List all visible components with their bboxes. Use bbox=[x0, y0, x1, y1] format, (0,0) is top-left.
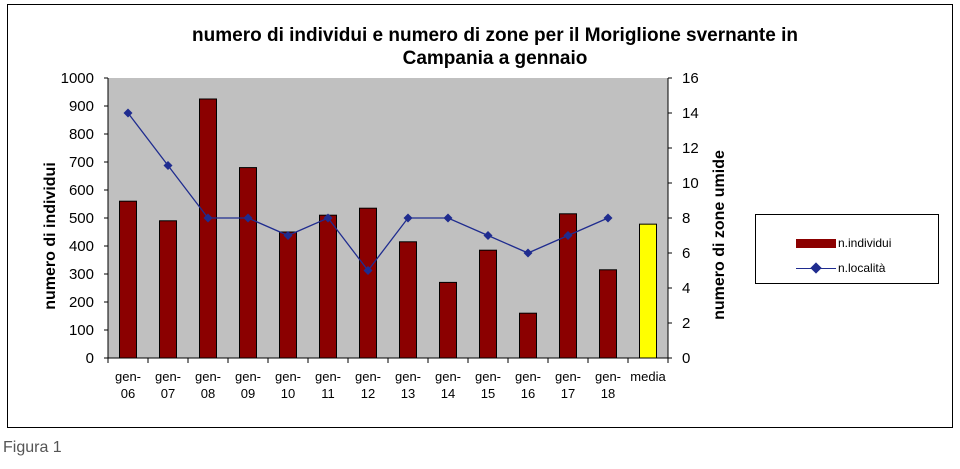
x-tick-label: gen- bbox=[435, 369, 461, 384]
bar bbox=[239, 167, 257, 359]
legend-swatch-individui bbox=[796, 239, 836, 248]
y2-tick-label: 6 bbox=[682, 245, 690, 262]
x-tick-label: 15 bbox=[481, 386, 495, 401]
x-tick-label: gen- bbox=[315, 369, 341, 384]
x-tick-label: 14 bbox=[441, 386, 455, 401]
line-series bbox=[123, 108, 613, 275]
y2-tick-label: 10 bbox=[682, 175, 699, 192]
x-tick-label: 09 bbox=[241, 386, 255, 401]
chart-title: numero di individui e numero di zone per… bbox=[100, 24, 890, 70]
x-tick-label: gen- bbox=[195, 369, 221, 384]
x-tick-label: 17 bbox=[561, 386, 575, 401]
legend: n.individui n.località bbox=[755, 214, 939, 284]
x-tick-label: gen- bbox=[275, 369, 301, 384]
y-axis-left-title: numero di individui bbox=[42, 162, 59, 310]
bar bbox=[519, 312, 537, 359]
legend-label-localita: n.località bbox=[838, 261, 886, 275]
y-axis-left: 0 100 200 300 400 500 600 700 800 900 1000 bbox=[61, 70, 109, 367]
line-point bbox=[323, 213, 333, 223]
y-tick-label: 900 bbox=[69, 98, 94, 115]
y-tick-label: 200 bbox=[69, 294, 94, 311]
chart-title-line2: Campania a gennaio bbox=[402, 48, 588, 69]
x-tick-label: 13 bbox=[401, 386, 415, 401]
bar bbox=[399, 241, 417, 359]
y2-tick-label: 2 bbox=[682, 315, 690, 332]
legend-item-individui: n.individui bbox=[756, 233, 940, 253]
line-point bbox=[123, 108, 133, 118]
bar bbox=[159, 220, 177, 359]
x-tick-label: 11 bbox=[321, 386, 335, 401]
line-point bbox=[563, 231, 573, 240]
line-point bbox=[523, 248, 533, 258]
bar-media bbox=[639, 223, 657, 359]
x-tick-label: 06 bbox=[121, 386, 135, 401]
x-tick-label: gen- bbox=[395, 369, 421, 384]
y-tick-label: 0 bbox=[86, 350, 94, 367]
line-point bbox=[243, 213, 253, 223]
y-axis-right: 0 2 4 6 8 10 12 14 16 bbox=[667, 70, 699, 367]
x-tick-label: gen- bbox=[515, 369, 541, 384]
x-tick-label: gen- bbox=[555, 369, 581, 384]
line-point bbox=[203, 213, 213, 223]
x-tick-label: gen- bbox=[155, 369, 181, 384]
y-tick-label: 300 bbox=[69, 266, 94, 283]
line-point bbox=[163, 161, 173, 170]
bar bbox=[439, 281, 457, 359]
x-tick-label: gen- bbox=[355, 369, 381, 384]
x-tick-label: 07 bbox=[161, 386, 175, 401]
y-tick-label: 800 bbox=[69, 126, 94, 143]
line-point bbox=[483, 231, 493, 240]
figure-caption: Figura 1 bbox=[3, 439, 62, 456]
bar-series bbox=[119, 98, 657, 359]
legend-marker-localita bbox=[810, 262, 822, 274]
bar bbox=[319, 214, 337, 359]
y2-tick-label: 12 bbox=[682, 140, 699, 157]
x-tick-label: gen- bbox=[595, 369, 621, 384]
y2-tick-label: 4 bbox=[682, 280, 690, 297]
x-tick-label: 12 bbox=[361, 386, 375, 401]
bar bbox=[199, 98, 217, 359]
x-tick-label: gen- bbox=[115, 369, 141, 384]
chart-title-line1: numero di individui e numero di zone per… bbox=[192, 25, 798, 46]
line-point bbox=[603, 213, 613, 223]
x-tick-label: 16 bbox=[521, 386, 535, 401]
y-tick-label: 100 bbox=[69, 322, 94, 339]
y2-tick-label: 0 bbox=[682, 350, 690, 367]
bar bbox=[599, 269, 617, 359]
x-tick-label: 10 bbox=[281, 386, 295, 401]
bar bbox=[359, 207, 377, 359]
y-tick-label: 600 bbox=[69, 182, 94, 199]
x-tick-label: 08 bbox=[201, 386, 215, 401]
line-point bbox=[363, 266, 373, 275]
x-tick-label: 18 bbox=[601, 386, 615, 401]
line-point bbox=[403, 213, 413, 223]
y2-tick-label: 8 bbox=[682, 210, 690, 227]
y2-tick-label: 16 bbox=[682, 70, 699, 87]
y-axis-right-title: numero di zone umide bbox=[711, 150, 728, 320]
x-axis: gen- 06 gen- 07 gen- 08 gen- 09 gen- 10 gen- 11 gen-… bbox=[107, 357, 669, 401]
bar bbox=[119, 200, 137, 359]
y-tick-label: 500 bbox=[69, 210, 94, 227]
line-point bbox=[283, 231, 293, 240]
y-tick-label: 400 bbox=[69, 238, 94, 255]
plot-area bbox=[108, 78, 668, 358]
y2-tick-label: 14 bbox=[682, 105, 699, 122]
x-tick-label: gen- bbox=[475, 369, 501, 384]
legend-item-localita: n.località bbox=[756, 258, 940, 278]
y-tick-label: 700 bbox=[69, 154, 94, 171]
legend-label-individui: n.individui bbox=[838, 236, 892, 250]
y-tick-label: 1000 bbox=[61, 70, 94, 87]
x-tick-label: media bbox=[630, 369, 666, 384]
bar bbox=[479, 249, 497, 359]
line-point bbox=[443, 213, 453, 223]
bar bbox=[279, 231, 297, 359]
x-tick-label: gen- bbox=[235, 369, 261, 384]
